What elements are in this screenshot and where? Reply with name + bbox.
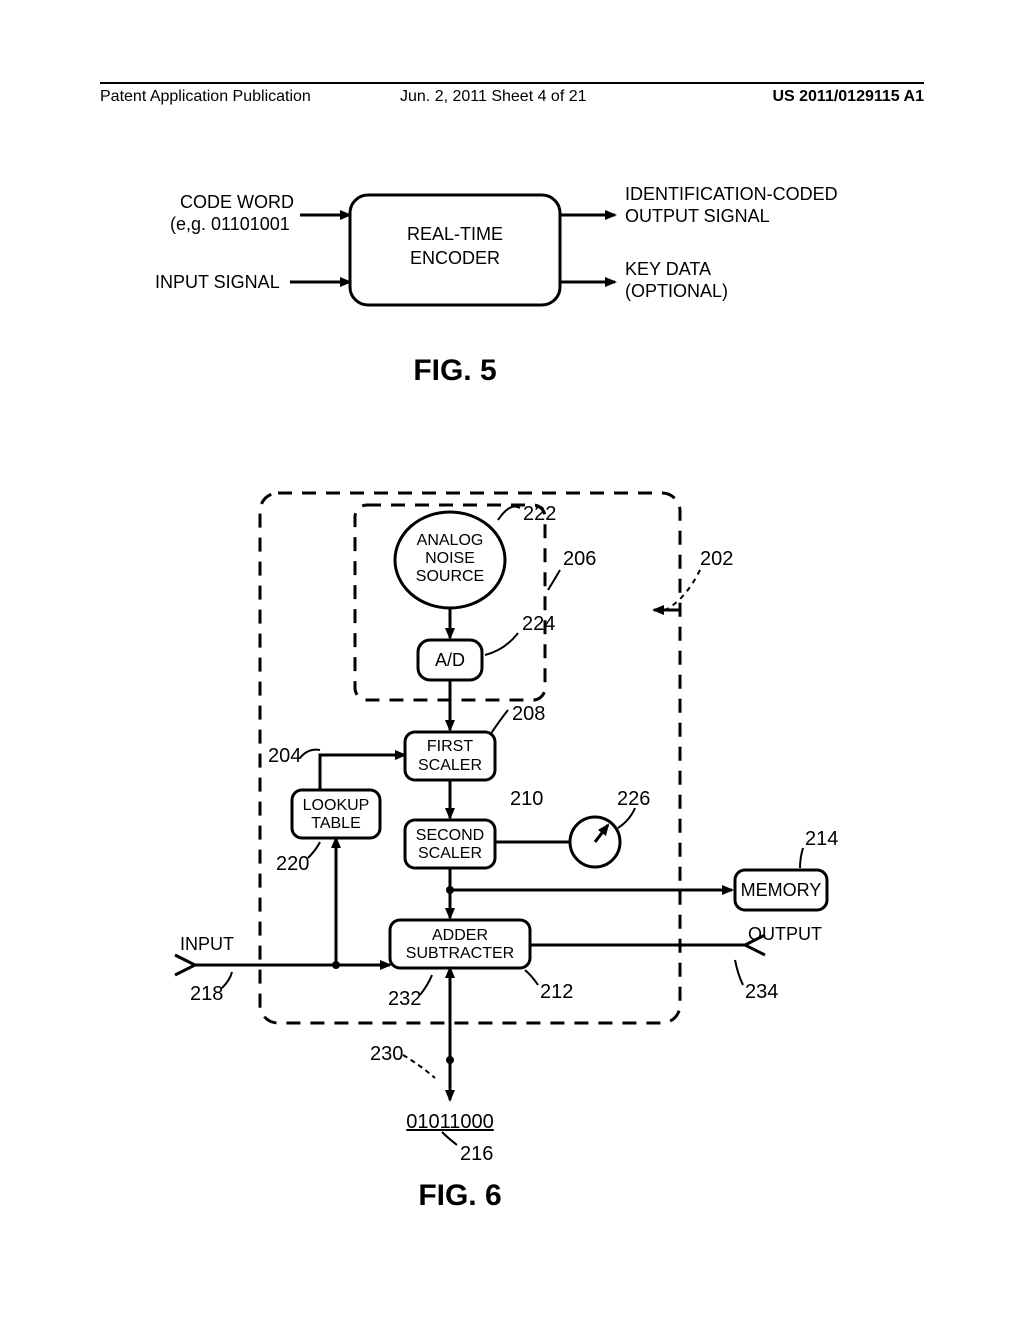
input-signal: INPUT SIGNAL [155,272,280,292]
ref-234: 234 [745,981,778,1003]
ref-232: 232 [388,988,421,1010]
leader-206 [548,570,560,590]
fig6: 202 206 ANALOG NOISE SOURCE 222 A/D 224 [175,493,838,1212]
ad-label: A/D [435,650,465,670]
encoder-line2: ENCODER [410,248,500,268]
adder-line1: ADDER [432,927,488,944]
second-scaler-line1: SECOND [416,827,484,844]
fig5: REAL-TIME ENCODER CODE WORD (e,g. 011010… [155,184,838,387]
leader-216 [442,1132,457,1145]
first-scaler-line1: FIRST [427,738,473,755]
input-chevron [175,955,195,975]
knob-pointer [595,825,608,842]
fig5-label: FIG. 5 [413,354,496,387]
codeword-line2: (e,g. 01101001 [170,214,290,234]
ref-222: 222 [523,503,556,525]
ref-206: 206 [563,548,596,570]
noise-line3: SOURCE [416,568,484,585]
out-bot-line1: KEY DATA [625,259,711,279]
codeword-line1: CODE WORD [180,192,294,212]
page: Patent Application Publication Jun. 2, 2… [0,0,1024,1320]
leader-204 [300,750,320,758]
first-scaler-line2: SCALER [418,757,482,774]
adder-line2: SUBTRACTER [406,945,514,962]
noise-line1: ANALOG [417,532,484,549]
memory-label: MEMORY [741,880,822,900]
ref-226: 226 [617,788,650,810]
ref-214: 214 [805,828,838,850]
ref-224: 224 [522,613,555,635]
leader-234 [735,960,743,985]
ref-218: 218 [190,983,223,1005]
ref-212: 212 [540,981,573,1003]
noise-line2: NOISE [425,550,475,567]
encoder-line1: REAL-TIME [407,224,503,244]
leader-230 [403,1055,435,1078]
leader-208 [490,710,508,735]
leader-220 [308,842,320,858]
code-text: 01011000 [406,1111,494,1133]
output-label: OUTPUT [748,924,822,944]
ref-204: 204 [268,745,301,767]
ref-208: 208 [512,703,545,725]
leader-222 [498,507,520,521]
leader-226 [618,808,635,828]
leader-212 [525,970,538,985]
ref-202: 202 [700,548,733,570]
ref-230: 230 [370,1043,403,1065]
lookup-line1: LOOKUP [303,797,370,814]
leader-232 [420,975,432,995]
arrow-lookup-first [320,755,405,790]
second-scaler-line2: SCALER [418,845,482,862]
leader-218 [222,972,232,988]
out-bot-line2: (OPTIONAL) [625,281,728,301]
out-top-line2: OUTPUT SIGNAL [625,206,770,226]
lookup-line2: TABLE [311,815,361,832]
ref-220: 220 [276,853,309,875]
diagram-svg: REAL-TIME ENCODER CODE WORD (e,g. 011010… [0,0,1024,1320]
input-label: INPUT [180,934,234,954]
ref-216: 216 [460,1143,493,1165]
fig6-label: FIG. 6 [418,1179,501,1212]
out-top-line1: IDENTIFICATION-CODED [625,184,838,204]
ref-210: 210 [510,788,543,810]
leader-202 [665,570,700,610]
leader-214 [800,848,803,868]
leader-224 [485,633,518,655]
